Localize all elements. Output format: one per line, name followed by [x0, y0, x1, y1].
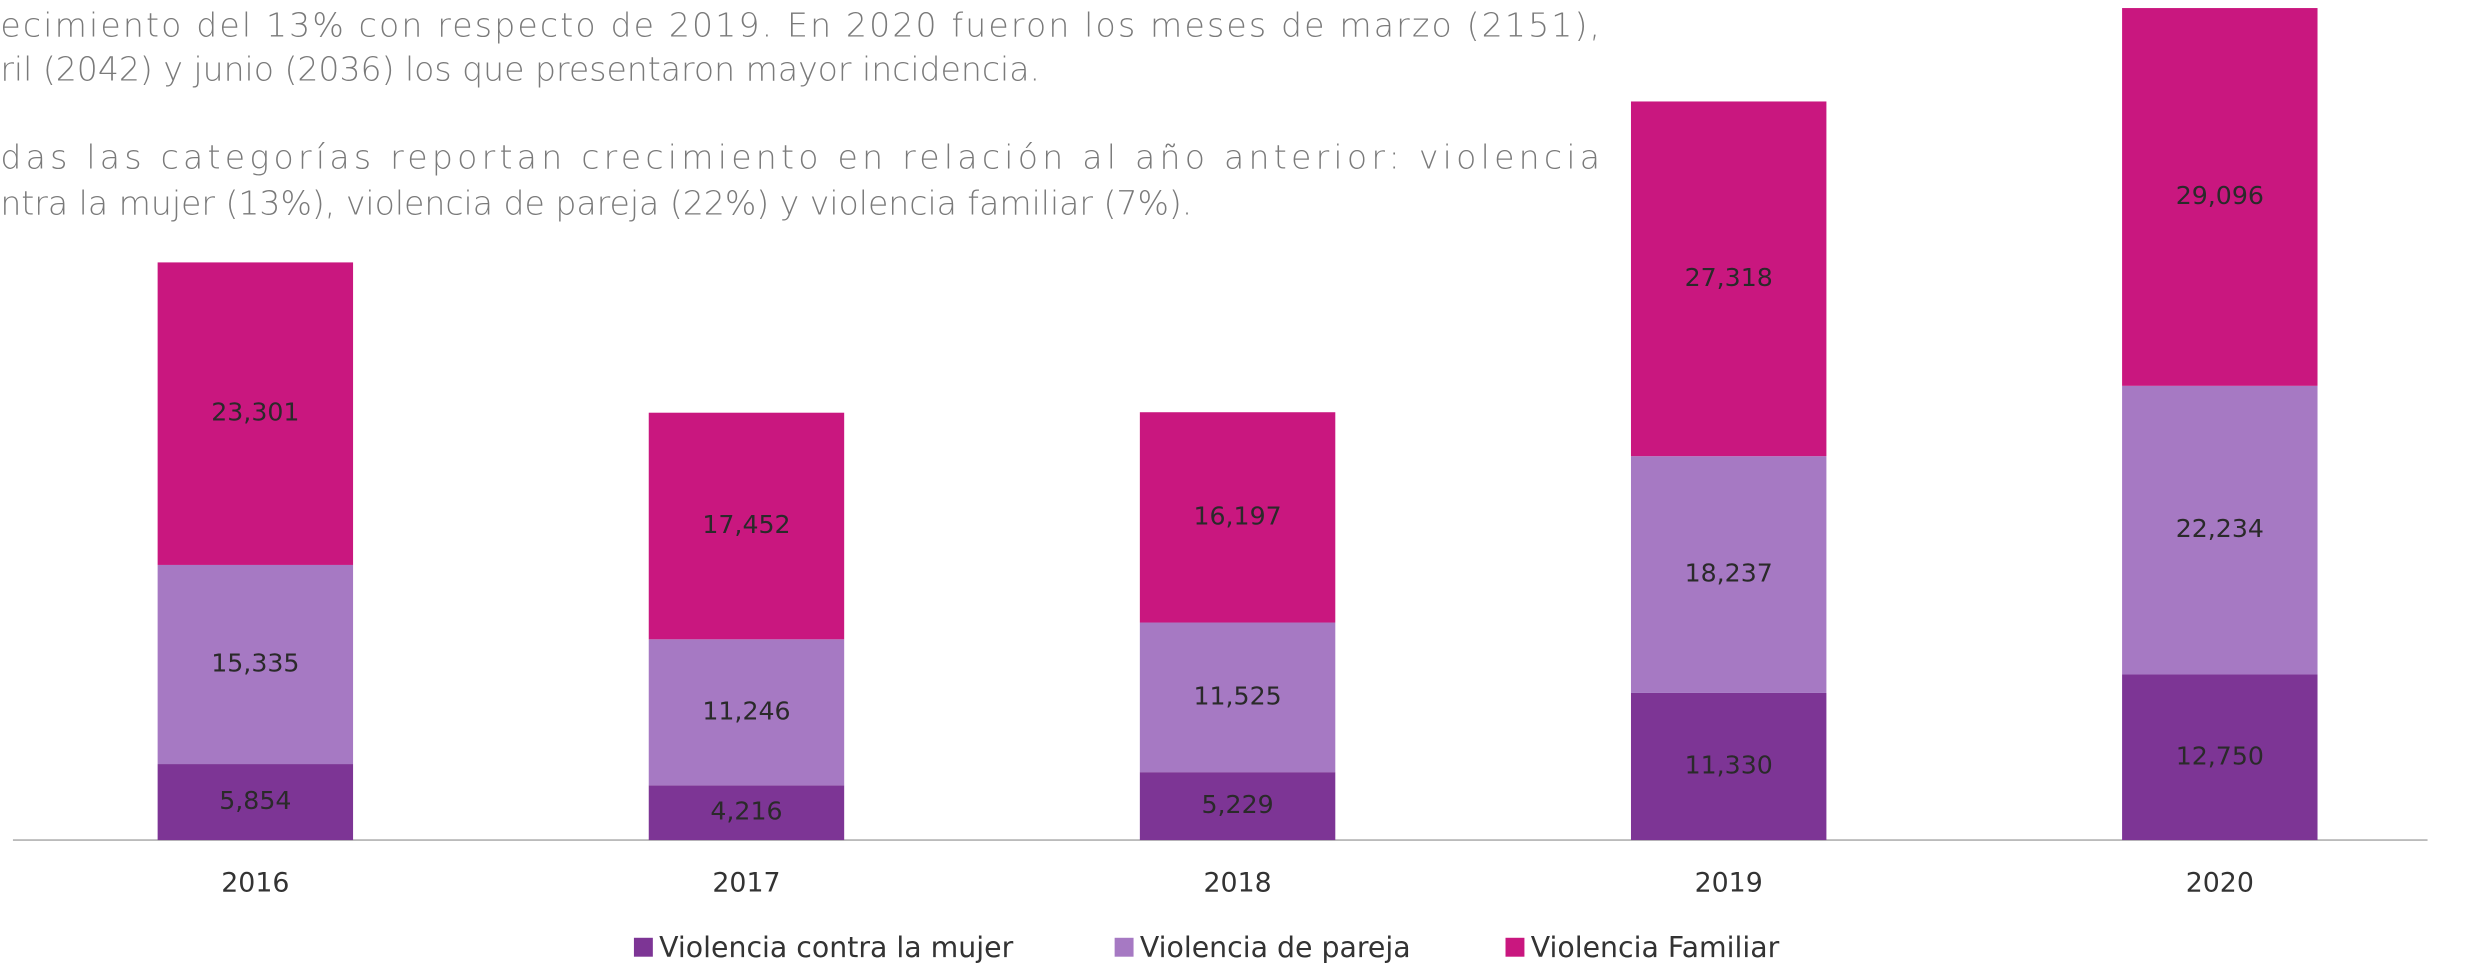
- legend-label: Violencia contra la mujer: [659, 931, 1013, 963]
- bar-segment: [2122, 674, 2318, 841]
- x-tick-label: 2017: [712, 868, 780, 899]
- data-label: 16,197: [1193, 501, 1281, 530]
- bar-segment: [1139, 622, 1336, 773]
- x-tick-label: 2019: [1695, 868, 1763, 899]
- data-label: 5,854: [219, 786, 291, 815]
- bar-segment: [1630, 101, 1827, 457]
- data-label: 11,246: [702, 696, 790, 725]
- data-label: 22,234: [2176, 514, 2264, 543]
- data-label: 18,237: [1685, 559, 1773, 588]
- bar-segment: [157, 764, 354, 841]
- paragraph-line: ecimiento del 13% con respecto de 2019. …: [0, 5, 1600, 44]
- paragraph-line: ril (2042) y junio (2036) los que presen…: [0, 49, 1040, 88]
- bar-segment: [648, 639, 845, 786]
- data-label: 5,229: [1201, 790, 1273, 819]
- data-label: 17,452: [702, 510, 790, 539]
- bar-segment: [1630, 456, 1827, 693]
- bar-segment: [1139, 412, 1336, 623]
- data-label: 27,318: [1685, 263, 1773, 292]
- bar-segment: [648, 412, 845, 640]
- bar-segment: [157, 564, 354, 765]
- legend-swatch: [1114, 937, 1134, 957]
- data-label: 11,525: [1193, 681, 1281, 710]
- data-label: 29,096: [2176, 181, 2264, 210]
- data-label: 11,330: [1685, 751, 1773, 780]
- legend-label: Violencia Familiar: [1531, 931, 1780, 963]
- data-label: 12,750: [2176, 741, 2264, 770]
- bar-segment: [648, 785, 845, 841]
- x-tick-label: 2016: [221, 868, 289, 899]
- legend-swatch: [1505, 937, 1525, 957]
- data-label: 4,216: [710, 797, 782, 826]
- data-label: 23,301: [211, 398, 299, 427]
- paragraph-line: ntra la mujer (13%), violencia de pareja…: [0, 183, 1192, 222]
- bar-segment: [2122, 385, 2318, 675]
- bar-segment: [1630, 692, 1827, 841]
- bar-segment: [157, 262, 354, 565]
- bar-segment: [1139, 772, 1336, 841]
- bar-segment: [2122, 8, 2318, 386]
- legend-label: Violencia de pareja: [1140, 931, 1411, 963]
- paragraph-line: das las categorías reportan crecimiento …: [0, 138, 1600, 177]
- data-label: 15,335: [211, 649, 299, 678]
- legend-swatch: [633, 937, 653, 957]
- x-tick-label: 2020: [2186, 868, 2254, 899]
- x-tick-label: 2018: [1203, 868, 1271, 899]
